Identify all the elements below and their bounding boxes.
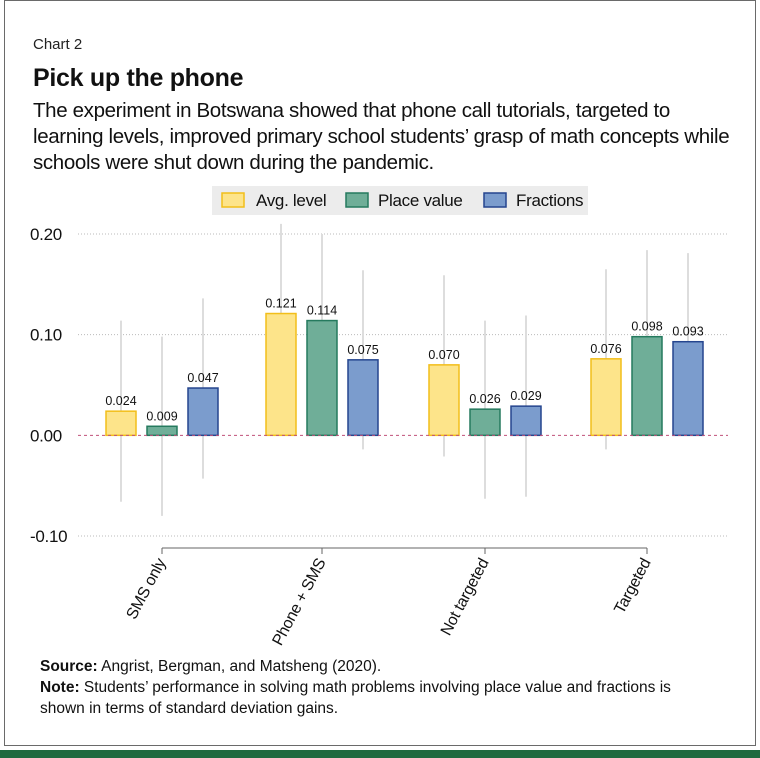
bar-fractions-targeted	[672, 340, 704, 437]
y-tick-label: -0.10	[30, 527, 67, 546]
chart-number: Chart 2	[33, 36, 83, 53]
legend-label-place-value: Place value	[378, 191, 463, 210]
y-tick-label: 0.10	[30, 326, 62, 345]
source-line: Source: Angrist, Bergman, and Matsheng (…	[40, 656, 720, 677]
legend-label-avg-level: Avg. level	[256, 191, 326, 210]
legend: Avg. level Place value Fractions	[212, 186, 588, 215]
bar-fractions-not-targeted	[510, 405, 542, 437]
footnotes: Source: Angrist, Bergman, and Matsheng (…	[40, 656, 720, 719]
bar-fractions-phone-sms	[347, 359, 379, 437]
data-label: 0.121	[265, 297, 296, 311]
note-label: Note:	[40, 679, 80, 696]
data-label: 0.076	[590, 342, 621, 356]
bar-avg-level-sms-only	[105, 410, 137, 437]
y-tick-label: 0.20	[30, 225, 62, 244]
legend-background	[212, 186, 588, 215]
chart-title: Pick up the phone	[33, 64, 244, 92]
legend-label-fractions: Fractions	[516, 191, 583, 210]
data-label: 0.024	[105, 394, 136, 408]
brand-bar	[0, 750, 760, 758]
data-label: 0.070	[428, 348, 459, 362]
bar-chart: Avg. level Place value Fractions 0.200.100…	[30, 186, 728, 649]
legend-swatch-fractions	[483, 192, 507, 208]
note-line: Note: Students’ performance in solving m…	[40, 677, 720, 719]
source-text: Angrist, Bergman, and Matsheng (2020).	[97, 658, 382, 675]
x-tick-label: Not targeted	[438, 556, 493, 639]
y-axis: 0.20 0.10 0.00 -0.10	[30, 225, 68, 546]
data-label: 0.075	[347, 343, 378, 357]
legend-swatch-avg-level	[221, 192, 245, 208]
note-text: Students’ performance in solving math pr…	[40, 679, 671, 717]
x-tick-label: SMS only	[123, 556, 169, 623]
bar-place-value-not-targeted	[469, 408, 501, 437]
value-labels: 0.024 0.121 0.070 0.076 0.009 0.114 0.026 0.098…	[105, 297, 703, 424]
data-label: 0.009	[146, 409, 177, 423]
x-tick-label: Phone + SMS	[270, 556, 330, 649]
gridlines	[78, 233, 728, 537]
x-tick-label: Targeted	[611, 556, 654, 617]
bar-fractions-sms-only	[187, 387, 219, 437]
data-label: 0.093	[672, 325, 703, 339]
bar-place-value-phone-sms	[306, 319, 338, 437]
bar-avg-level-not-targeted	[428, 364, 460, 437]
legend-swatch-place-value	[345, 192, 369, 208]
chart-frame	[4, 0, 756, 746]
data-label: 0.114	[307, 304, 337, 318]
bar-place-value-sms-only	[146, 425, 178, 437]
x-axis: SMS only Phone + SMS Not targeted Targeted	[123, 547, 655, 649]
source-label: Source:	[40, 658, 98, 675]
y-tick-label: 0.00	[30, 426, 62, 445]
data-label: 0.098	[631, 320, 662, 334]
data-label: 0.029	[510, 389, 541, 403]
chart-subtitle: The experiment in Botswana showed that p…	[33, 99, 730, 174]
bar-avg-level-phone-sms	[265, 312, 297, 437]
bars	[105, 312, 704, 437]
data-label: 0.047	[187, 371, 218, 385]
data-label: 0.026	[469, 392, 500, 406]
bar-avg-level-targeted	[590, 358, 622, 437]
bar-place-value-targeted	[631, 335, 663, 437]
